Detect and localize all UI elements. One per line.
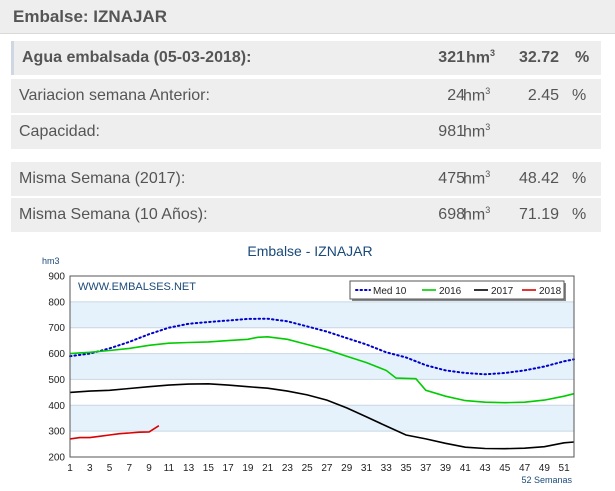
stat-percent-sign: % bbox=[572, 87, 587, 104]
x-tick-label: 3 bbox=[87, 463, 93, 474]
stat-unit: hm3 bbox=[463, 86, 491, 105]
x-tick-label: 25 bbox=[302, 463, 314, 474]
series-line-2018 bbox=[69, 425, 160, 440]
y-tick-label: 400 bbox=[48, 401, 65, 412]
x-tick-label: 35 bbox=[400, 463, 412, 474]
stat-value: 698 bbox=[438, 206, 465, 223]
stat-percent: 48.42 bbox=[518, 170, 559, 187]
legend-label: 2018 bbox=[539, 286, 562, 297]
stat-label: Agua embalsada (05-03-2018): bbox=[22, 49, 252, 66]
plot-frame bbox=[69, 275, 575, 458]
y-tick-label: 300 bbox=[48, 427, 65, 438]
chart-band bbox=[70, 379, 574, 406]
stat-row-agua-embalsada: Agua embalsada (05-03-2018): 321 hm3 32.… bbox=[11, 41, 601, 75]
stat-label: Variacion semana Anterior: bbox=[19, 87, 210, 104]
chart-title: Embalse - IZNAJAR bbox=[247, 243, 372, 259]
x-tick-label: 15 bbox=[203, 463, 215, 474]
x-tick-label: 43 bbox=[479, 463, 491, 474]
stat-percent: 2.45 bbox=[527, 87, 559, 104]
x-tick-labels: 1 3 5 7 9 11 13 15 17 19 21 23 25 27 29 31 33 35 37 39 41 43 4… bbox=[67, 463, 570, 474]
stat-row-misma-semana-10-anos: Misma Semana (10 Años): 698 hm3 71.19 % bbox=[11, 198, 601, 232]
x-tick-label: 39 bbox=[440, 463, 452, 474]
x-tick-label: 51 bbox=[559, 463, 571, 474]
x-tick-label: 49 bbox=[539, 463, 551, 474]
x-tick-label: 41 bbox=[460, 463, 472, 474]
x-tick-label: 1 bbox=[67, 463, 73, 474]
chart-band bbox=[70, 301, 574, 328]
x-tick-label: 13 bbox=[183, 463, 195, 474]
chart-band bbox=[70, 405, 574, 432]
x-tick-label: 19 bbox=[242, 463, 254, 474]
x-tick-label: 5 bbox=[107, 463, 113, 474]
x-tick-label: 17 bbox=[223, 463, 235, 474]
page-header: Embalse: IZNAJAR bbox=[0, 0, 615, 34]
series-line-2017 bbox=[69, 382, 575, 450]
x-tick-label: 7 bbox=[127, 463, 133, 474]
series-line-med-10 bbox=[69, 317, 575, 376]
legend-label: Med 10 bbox=[373, 286, 407, 297]
stat-percent-sign: % bbox=[572, 170, 587, 187]
stat-unit: hm3 bbox=[466, 48, 496, 67]
reservoir-chart: Embalse - IZNAJAR hm3 WWW.EMBALSES.NET 5… bbox=[0, 238, 615, 491]
stat-percent-sign: % bbox=[572, 206, 587, 223]
stat-value: 475 bbox=[438, 170, 465, 187]
x-tick-label: 11 bbox=[164, 463, 175, 474]
x-tick-label: 21 bbox=[262, 463, 274, 474]
chart-watermark: WWW.EMBALSES.NET bbox=[78, 281, 196, 293]
y-tick-label: 700 bbox=[48, 323, 65, 334]
series-lines bbox=[69, 317, 575, 450]
stat-value: 981 bbox=[438, 123, 465, 140]
stat-percent: 32.72 bbox=[518, 49, 559, 66]
stat-percent: 71.19 bbox=[518, 206, 559, 223]
x-tick-label: 33 bbox=[381, 463, 393, 474]
chart-band bbox=[70, 327, 574, 354]
stat-percent-sign: % bbox=[575, 49, 590, 66]
stat-row-capacidad: Capacidad: 981 hm3 bbox=[11, 115, 601, 149]
chart-band bbox=[70, 353, 574, 380]
y-tick-labels: 200 300 400 500 600 700 800 900 bbox=[48, 272, 65, 464]
x-tick-label: 9 bbox=[146, 463, 152, 474]
chart-bands bbox=[70, 276, 574, 457]
y-tick-label: 500 bbox=[48, 375, 65, 386]
x-tick-label: 31 bbox=[361, 463, 373, 474]
y-tick-label: 600 bbox=[48, 349, 65, 360]
reservoir-chart-svg: Embalse - IZNAJAR hm3 WWW.EMBALSES.NET 5… bbox=[42, 243, 575, 485]
series-line-2016 bbox=[69, 335, 575, 404]
stat-row-misma-semana-2017: Misma Semana (2017): 475 hm3 48.42 % bbox=[11, 162, 601, 196]
legend-label: 2017 bbox=[491, 286, 514, 297]
x-axis-label: 52 Semanas bbox=[521, 475, 572, 485]
stat-unit: hm3 bbox=[463, 122, 491, 141]
x-tick-label: 45 bbox=[499, 463, 511, 474]
stat-unit: hm3 bbox=[463, 205, 491, 224]
x-tick-label: 29 bbox=[341, 463, 353, 474]
stat-row-variacion-semana: Variacion semana Anterior: 24 hm3 2.45 % bbox=[11, 79, 601, 113]
y-tick-label: 200 bbox=[48, 453, 65, 464]
stat-label: Capacidad: bbox=[19, 123, 100, 140]
stat-value: 24 bbox=[447, 87, 465, 104]
y-tick-label: 900 bbox=[48, 272, 65, 283]
stat-label: Misma Semana (2017): bbox=[19, 170, 186, 187]
chart-legend: Med 10 2016 2017 2018 bbox=[349, 280, 566, 301]
chart-band bbox=[70, 431, 574, 457]
x-tick-label: 47 bbox=[519, 463, 531, 474]
stat-unit: hm3 bbox=[463, 169, 491, 188]
x-tick-label: 27 bbox=[321, 463, 333, 474]
x-tick-label: 37 bbox=[420, 463, 432, 474]
y-tick-label: 800 bbox=[48, 297, 65, 308]
legend-label: 2016 bbox=[439, 286, 462, 297]
legend-box bbox=[349, 280, 565, 300]
x-tick-label: 23 bbox=[282, 463, 294, 474]
stat-value: 321 bbox=[438, 49, 465, 66]
stat-label: Misma Semana (10 Años): bbox=[19, 206, 208, 223]
page-title: Embalse: IZNAJAR bbox=[13, 6, 167, 26]
y-axis-label: hm3 bbox=[42, 256, 60, 266]
